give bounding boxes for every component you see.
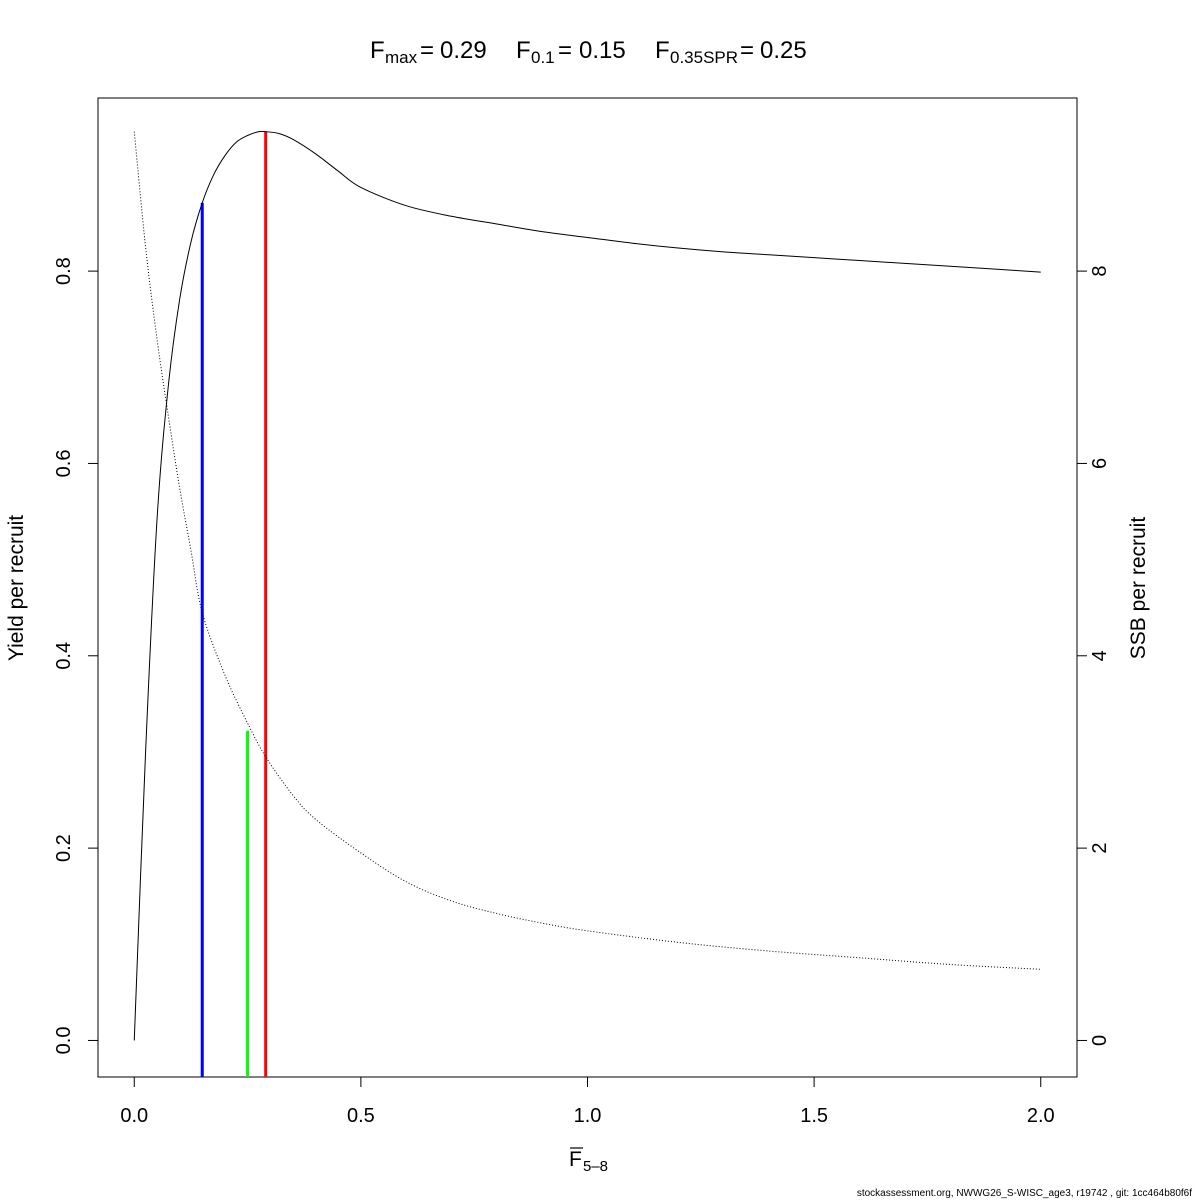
title-fspr-value: 0.25 — [760, 37, 807, 64]
x-axis-label: F 5–8 — [569, 1147, 608, 1175]
title-fmax-eq: = — [420, 37, 434, 64]
x-tick-label: 2.0 — [1027, 1105, 1055, 1127]
y-left-tick-label: 0.4 — [53, 642, 75, 670]
title-fspr-subscript: 0.35SPR — [670, 48, 738, 67]
x-label-subscript: 5–8 — [583, 1158, 608, 1175]
y-axis-left: 0.0 0.2 0.4 0.6 0.8 — [53, 257, 99, 1055]
y-right-tick-label: 2 — [1089, 843, 1111, 854]
title-fspr-symbol: F — [655, 37, 670, 64]
title-fmax-value: 0.29 — [440, 37, 487, 64]
series-group — [133, 130, 1041, 1041]
y-right-tick-label: 4 — [1089, 650, 1111, 661]
reference-lines — [200, 131, 268, 1077]
y-axis-left-label: Yield per recruit — [5, 515, 28, 661]
chart-title: F max = 0.29 F 0.1 = 0.15 F 0.35SPR = 0.… — [370, 37, 807, 67]
y-left-tick-label: 0.0 — [53, 1027, 75, 1055]
y-right-tick-label: 6 — [1089, 458, 1111, 469]
ssb-per-recruit-line — [133, 131, 1041, 970]
y-left-tick-label: 0.2 — [53, 834, 75, 862]
y-right-tick-label: 8 — [1089, 266, 1111, 277]
y-axis-right-label: SSB per recruit — [1127, 517, 1150, 660]
title-fmax-symbol: F — [370, 37, 385, 64]
plot-frame — [97, 97, 1078, 1078]
x-tick-label: 1.0 — [574, 1105, 602, 1127]
footer-note: stockassessment.org, NWWG26_S-WISC_age3,… — [857, 1188, 1192, 1199]
title-fspr-eq: = — [740, 37, 754, 64]
yield-per-recruit-line — [133, 130, 1041, 1041]
title-fmax-subscript: max — [385, 48, 418, 67]
x-tick-label: 0.0 — [120, 1105, 148, 1127]
title-f01-subscript: 0.1 — [531, 48, 555, 67]
y-left-tick-label: 0.8 — [53, 257, 75, 285]
y-right-tick-label: 0 — [1089, 1035, 1111, 1046]
x-label-symbol: F — [569, 1148, 582, 1171]
x-tick-label: 0.5 — [347, 1105, 375, 1127]
title-f01-symbol: F — [516, 37, 531, 64]
x-axis: 0.0 0.5 1.0 1.5 2.0 — [120, 1076, 1055, 1127]
x-tick-label: 1.5 — [800, 1105, 828, 1127]
y-axis-right: 0 2 4 6 8 — [1076, 266, 1111, 1046]
title-f01-eq: = — [558, 37, 572, 64]
title-f01-value: 0.15 — [579, 37, 626, 64]
y-left-tick-label: 0.6 — [53, 450, 75, 478]
